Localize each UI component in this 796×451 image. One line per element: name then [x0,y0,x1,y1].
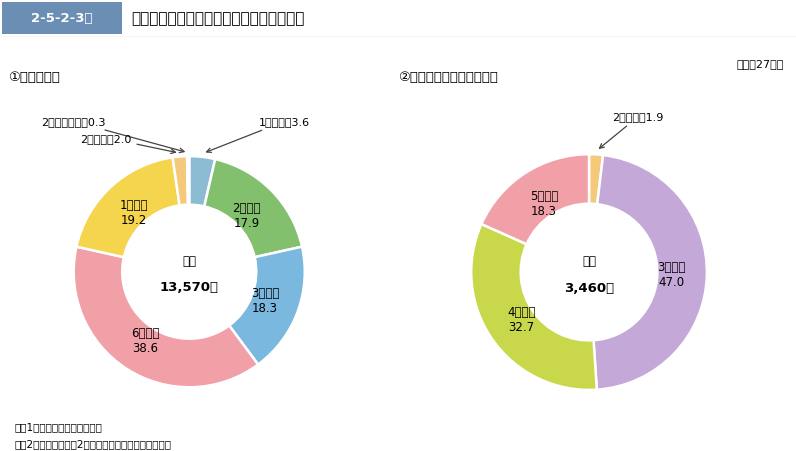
Text: ②　保護観察付執行猶予者: ② 保護観察付執行猶予者 [398,71,498,84]
Text: ①　仮釈放者: ① 仮釈放者 [8,71,60,84]
Text: 総数: 総数 [182,254,197,267]
Text: 総数: 総数 [582,254,596,267]
Text: 3月以内
18.3: 3月以内 18.3 [251,286,279,314]
Wedge shape [189,157,215,207]
Text: 1月以内　3.6: 1月以内 3.6 [207,117,310,153]
Text: 2-5-2-3図: 2-5-2-3図 [31,12,92,25]
Wedge shape [187,157,189,205]
Text: 13,570人: 13,570人 [160,281,219,294]
Text: 2月以内
17.9: 2月以内 17.9 [232,201,261,229]
Text: 4年以内
32.7: 4年以内 32.7 [507,305,536,333]
Text: 2年以内　2.0: 2年以内 2.0 [80,133,175,154]
Text: 保護観察開始人員の保護観察期間別構成比: 保護観察開始人員の保護観察期間別構成比 [131,11,305,26]
Text: 2年を超える　0.3: 2年を超える 0.3 [41,117,184,153]
Text: 2年以内　1.9: 2年以内 1.9 [599,112,664,149]
Text: 1年以内
19.2: 1年以内 19.2 [120,199,148,227]
Text: 6月以内
38.6: 6月以内 38.6 [131,326,159,354]
Wedge shape [76,158,180,258]
Text: 2　仮釈放者の「2年を超える」は，無期を含む。: 2 仮釈放者の「2年を超える」は，無期を含む。 [14,438,171,449]
Text: 3,460人: 3,460人 [564,281,614,294]
Wedge shape [74,247,258,387]
Wedge shape [229,247,305,365]
Wedge shape [482,155,589,244]
Wedge shape [471,225,597,390]
Wedge shape [173,157,188,206]
Text: 注　1　保護統計年報による。: 注 1 保護統計年報による。 [14,422,102,432]
Wedge shape [205,160,302,258]
FancyBboxPatch shape [2,3,122,35]
Text: （平成27年）: （平成27年） [736,59,784,69]
Wedge shape [589,155,603,205]
Text: 5年以内
18.3: 5年以内 18.3 [530,189,558,217]
Wedge shape [594,156,707,390]
Text: 3年以内
47.0: 3年以内 47.0 [657,261,685,289]
